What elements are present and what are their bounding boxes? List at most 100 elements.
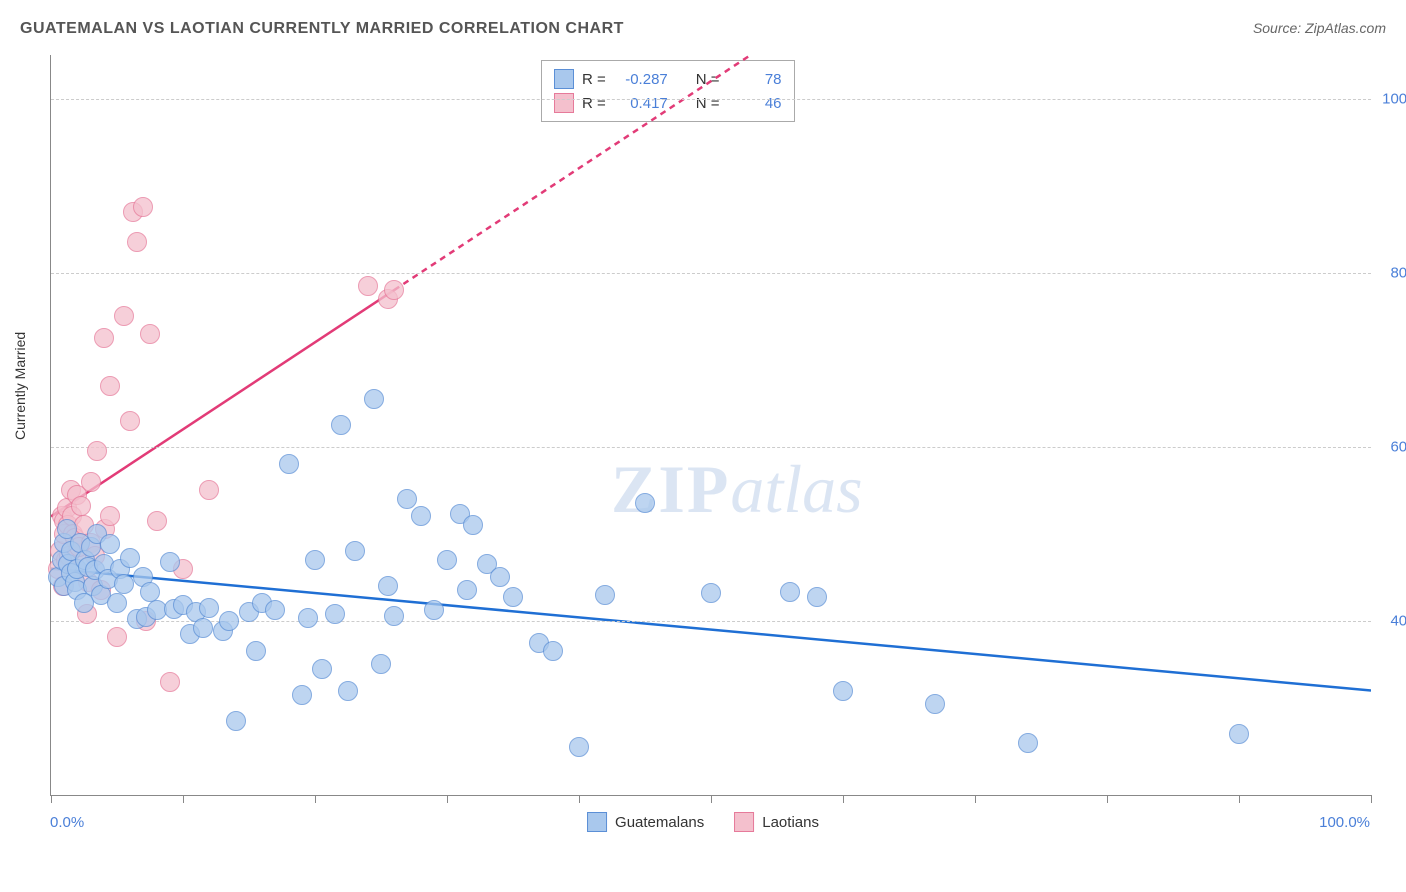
- x-axis-max-label: 100.0%: [1319, 814, 1370, 831]
- data-point-guatemalans: [338, 681, 358, 701]
- data-point-laotians: [120, 411, 140, 431]
- data-point-guatemalans: [1229, 724, 1249, 744]
- y-tick-label: 100.0%: [1382, 90, 1406, 107]
- data-point-guatemalans: [140, 582, 160, 602]
- data-point-guatemalans: [384, 606, 404, 626]
- data-point-laotians: [133, 197, 153, 217]
- data-point-guatemalans: [331, 415, 351, 435]
- data-point-guatemalans: [298, 608, 318, 628]
- y-tick-label: 40.0%: [1390, 612, 1406, 629]
- data-point-guatemalans: [279, 454, 299, 474]
- data-point-guatemalans: [120, 548, 140, 568]
- data-point-laotians: [140, 324, 160, 344]
- x-tick: [447, 795, 448, 803]
- legend-label-guatemalans: Guatemalans: [615, 814, 704, 831]
- n-label: N =: [696, 95, 720, 112]
- r-label: R =: [582, 71, 606, 88]
- data-point-guatemalans: [503, 587, 523, 607]
- n-value-laotians: 46: [728, 95, 782, 112]
- data-point-guatemalans: [437, 550, 457, 570]
- correlation-stats-box: R = -0.287 N = 78 R = 0.417 N = 46: [541, 60, 795, 122]
- legend-swatch-laotians: [734, 812, 754, 832]
- data-point-guatemalans: [595, 585, 615, 605]
- data-point-laotians: [199, 480, 219, 500]
- data-point-guatemalans: [199, 598, 219, 618]
- data-point-guatemalans: [292, 685, 312, 705]
- data-point-laotians: [81, 472, 101, 492]
- data-point-guatemalans: [411, 506, 431, 526]
- scatter-plot-area: ZIPatlas R = -0.287 N = 78 R = 0.417 N =…: [50, 55, 1371, 796]
- x-tick: [183, 795, 184, 803]
- y-axis-label: Currently Married: [12, 332, 28, 440]
- data-point-guatemalans: [925, 694, 945, 714]
- data-point-laotians: [100, 506, 120, 526]
- y-tick-label: 60.0%: [1390, 438, 1406, 455]
- x-tick: [1107, 795, 1108, 803]
- bottom-legend: Guatemalans Laotians: [587, 812, 819, 832]
- data-point-guatemalans: [219, 611, 239, 631]
- data-point-guatemalans: [100, 534, 120, 554]
- data-point-laotians: [160, 672, 180, 692]
- data-point-guatemalans: [635, 493, 655, 513]
- legend-swatch-guatemalans: [587, 812, 607, 832]
- x-tick: [579, 795, 580, 803]
- data-point-laotians: [100, 376, 120, 396]
- data-point-guatemalans: [371, 654, 391, 674]
- gridline: [51, 273, 1371, 274]
- data-point-guatemalans: [312, 659, 332, 679]
- data-point-guatemalans: [833, 681, 853, 701]
- legend-label-laotians: Laotians: [762, 814, 819, 831]
- swatch-laotians: [554, 93, 574, 113]
- data-point-guatemalans: [780, 582, 800, 602]
- data-point-guatemalans: [364, 389, 384, 409]
- data-point-guatemalans: [305, 550, 325, 570]
- data-point-guatemalans: [325, 604, 345, 624]
- trend-lines: [51, 55, 1371, 795]
- source-attribution: Source: ZipAtlas.com: [1253, 20, 1386, 36]
- n-label: N =: [696, 71, 720, 88]
- data-point-guatemalans: [246, 641, 266, 661]
- data-point-guatemalans: [701, 583, 721, 603]
- x-tick: [1371, 795, 1372, 803]
- x-tick: [711, 795, 712, 803]
- data-point-laotians: [147, 511, 167, 531]
- x-axis-min-label: 0.0%: [50, 814, 84, 831]
- x-tick: [843, 795, 844, 803]
- data-point-guatemalans: [345, 541, 365, 561]
- data-point-guatemalans: [463, 515, 483, 535]
- data-point-guatemalans: [490, 567, 510, 587]
- r-value-guatemalans: -0.287: [614, 71, 668, 88]
- data-point-laotians: [107, 627, 127, 647]
- data-point-guatemalans: [424, 600, 444, 620]
- data-point-guatemalans: [457, 580, 477, 600]
- r-value-laotians: 0.417: [614, 95, 668, 112]
- data-point-guatemalans: [1018, 733, 1038, 753]
- data-point-guatemalans: [397, 489, 417, 509]
- data-point-guatemalans: [378, 576, 398, 596]
- swatch-guatemalans: [554, 69, 574, 89]
- data-point-laotians: [384, 280, 404, 300]
- x-tick: [1239, 795, 1240, 803]
- data-point-laotians: [358, 276, 378, 296]
- stats-row-guatemalans: R = -0.287 N = 78: [554, 67, 782, 91]
- gridline: [51, 447, 1371, 448]
- data-point-guatemalans: [543, 641, 563, 661]
- y-tick-label: 80.0%: [1390, 264, 1406, 281]
- x-tick: [975, 795, 976, 803]
- r-label: R =: [582, 95, 606, 112]
- data-point-guatemalans: [226, 711, 246, 731]
- data-point-laotians: [94, 328, 114, 348]
- watermark: ZIPatlas: [611, 450, 863, 529]
- data-point-guatemalans: [193, 618, 213, 638]
- data-point-laotians: [87, 441, 107, 461]
- legend-item-guatemalans: Guatemalans: [587, 812, 704, 832]
- data-point-guatemalans: [569, 737, 589, 757]
- stats-row-laotians: R = 0.417 N = 46: [554, 91, 782, 115]
- chart-title: GUATEMALAN VS LAOTIAN CURRENTLY MARRIED …: [20, 20, 624, 38]
- data-point-laotians: [127, 232, 147, 252]
- trend-line: [51, 290, 394, 516]
- n-value-guatemalans: 78: [728, 71, 782, 88]
- legend-item-laotians: Laotians: [734, 812, 819, 832]
- x-tick: [315, 795, 316, 803]
- data-point-guatemalans: [265, 600, 285, 620]
